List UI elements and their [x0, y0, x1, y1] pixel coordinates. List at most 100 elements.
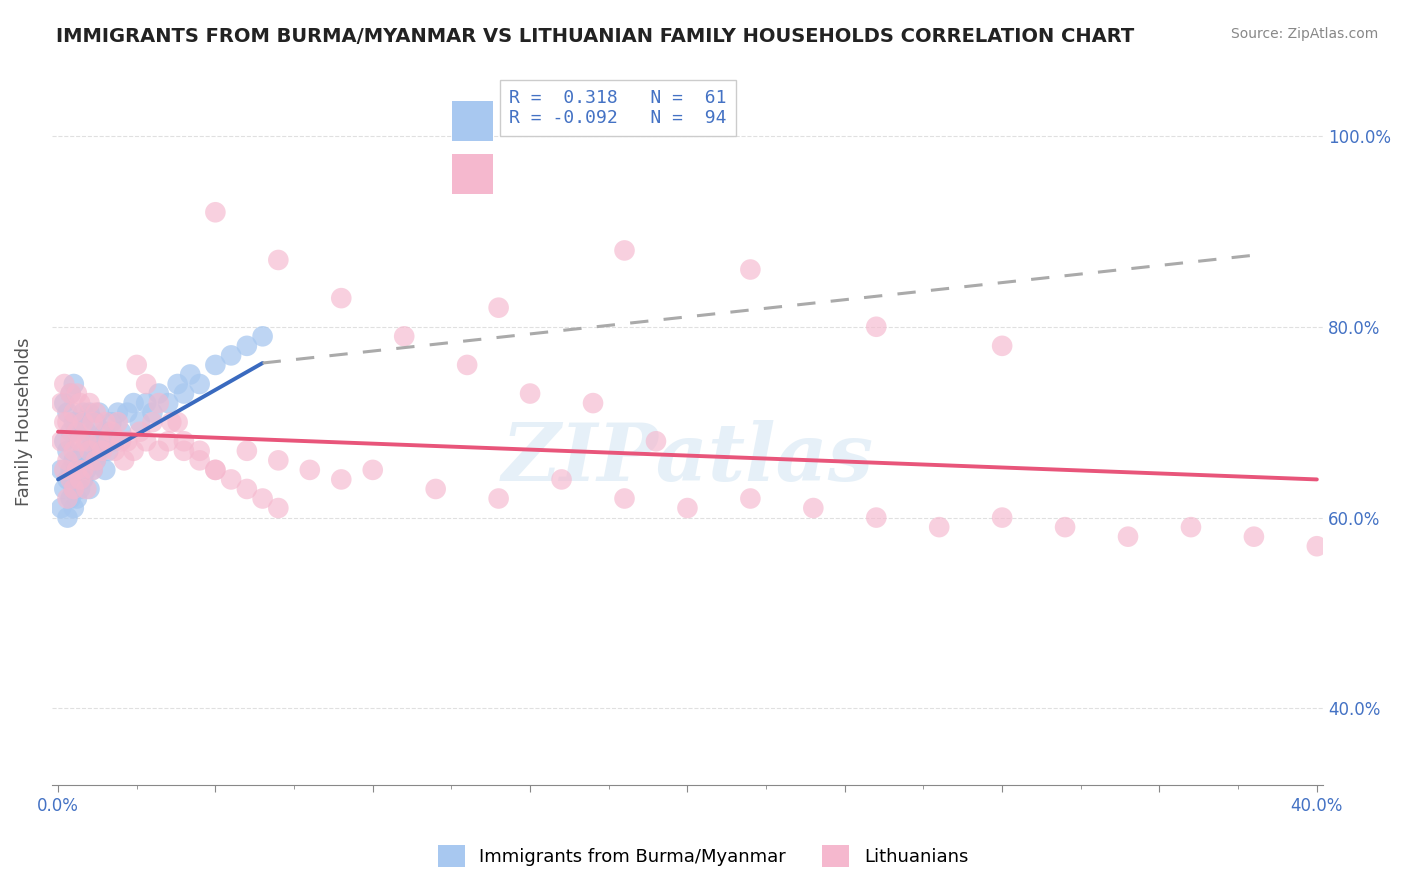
Point	[66, 463, 89, 477]
Point	[59, 463, 82, 477]
Point	[87, 406, 110, 420]
Point	[110, 425, 132, 439]
Point	[550, 472, 572, 486]
Point	[392, 329, 415, 343]
Point	[53, 434, 76, 449]
Point	[122, 396, 145, 410]
Point	[79, 406, 101, 420]
Point	[330, 472, 353, 486]
Point	[204, 463, 226, 477]
Point	[79, 443, 101, 458]
Point	[1116, 530, 1139, 544]
Point	[160, 415, 183, 429]
Point	[267, 453, 290, 467]
Point	[801, 501, 824, 516]
Point	[56, 510, 79, 524]
Point	[62, 415, 84, 429]
Point	[104, 443, 127, 458]
Point	[456, 358, 478, 372]
Point	[94, 415, 117, 429]
Text: Source: ZipAtlas.com: Source: ZipAtlas.com	[1230, 27, 1378, 41]
Point	[75, 425, 97, 439]
Point	[62, 406, 84, 420]
Point	[613, 244, 636, 258]
Point	[740, 491, 762, 506]
Point	[128, 425, 150, 439]
Point	[59, 425, 82, 439]
Point	[100, 425, 122, 439]
Point	[740, 262, 762, 277]
Point	[84, 453, 107, 467]
Point	[69, 396, 91, 410]
Y-axis label: Family Households: Family Households	[15, 338, 32, 507]
Point	[252, 491, 274, 506]
Point	[236, 339, 259, 353]
Point	[97, 443, 120, 458]
Point	[94, 425, 117, 439]
Point	[62, 377, 84, 392]
Point	[56, 443, 79, 458]
Point	[62, 482, 84, 496]
Point	[107, 415, 129, 429]
Point	[51, 501, 73, 516]
Point	[53, 377, 76, 392]
Point	[82, 463, 104, 477]
Point	[166, 377, 188, 392]
Point	[69, 415, 91, 429]
Point	[59, 472, 82, 486]
Point	[157, 434, 180, 449]
Point	[135, 434, 157, 449]
Text: IMMIGRANTS FROM BURMA/MYANMAR VS LITHUANIAN FAMILY HOUSEHOLDS CORRELATION CHART: IMMIGRANTS FROM BURMA/MYANMAR VS LITHUAN…	[56, 27, 1135, 45]
Point	[66, 463, 89, 477]
Point	[267, 252, 290, 267]
Point	[204, 358, 226, 372]
Point	[87, 434, 110, 449]
Point	[84, 406, 107, 420]
Point	[1180, 520, 1202, 534]
Point	[991, 510, 1014, 524]
Point	[82, 463, 104, 477]
Point	[84, 453, 107, 467]
Point	[72, 472, 94, 486]
Point	[135, 396, 157, 410]
Point	[69, 453, 91, 467]
Point	[141, 406, 163, 420]
Point	[100, 415, 122, 429]
Point	[173, 434, 195, 449]
Point	[148, 386, 170, 401]
Point	[66, 425, 89, 439]
Point	[236, 482, 259, 496]
Point	[79, 396, 101, 410]
Point	[53, 415, 76, 429]
Point	[66, 425, 89, 439]
Point	[645, 434, 668, 449]
Point	[84, 415, 107, 429]
Point	[128, 415, 150, 429]
Point	[51, 463, 73, 477]
FancyBboxPatch shape	[453, 101, 494, 141]
Point	[51, 434, 73, 449]
FancyBboxPatch shape	[453, 154, 494, 194]
Point	[56, 406, 79, 420]
Point	[62, 443, 84, 458]
Point	[97, 434, 120, 449]
Point	[519, 386, 541, 401]
Point	[59, 434, 82, 449]
Point	[79, 482, 101, 496]
Point	[330, 291, 353, 305]
Point	[236, 443, 259, 458]
Point	[56, 415, 79, 429]
Point	[59, 386, 82, 401]
Point	[117, 434, 139, 449]
Point	[62, 501, 84, 516]
Point	[104, 434, 127, 449]
Point	[91, 434, 114, 449]
Point	[53, 463, 76, 477]
Point	[56, 453, 79, 467]
Point	[188, 443, 211, 458]
Point	[361, 463, 384, 477]
Point	[179, 368, 201, 382]
Point	[117, 406, 139, 420]
Point	[676, 501, 699, 516]
Point	[69, 472, 91, 486]
